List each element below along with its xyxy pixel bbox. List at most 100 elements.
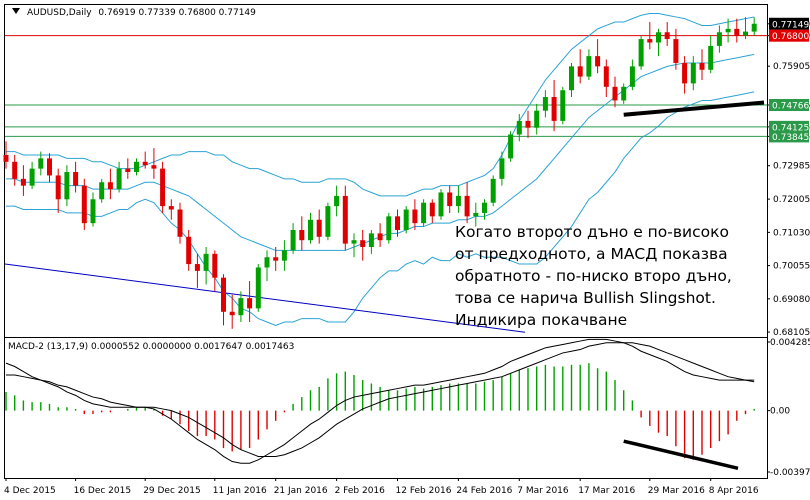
- price-tick-label: 0.75905: [773, 62, 810, 72]
- annotation-line-4: това се нарича Bullish Slingshot.: [455, 289, 716, 307]
- candle-body: [455, 195, 461, 207]
- candle: [308, 212, 313, 244]
- candle: [664, 22, 670, 46]
- candle-body: [142, 161, 148, 166]
- price-tick-label: 0.68105: [773, 328, 810, 338]
- date-tick-label: 16 Dec 2015: [74, 486, 132, 496]
- date-tick-label: 29 Dec 2015: [143, 486, 201, 496]
- candle-body: [482, 202, 487, 213]
- candle: [490, 175, 496, 207]
- price-tag-red: 0.76800: [769, 29, 809, 42]
- macd-tick-label: 0.00: [770, 407, 790, 417]
- price-tick-label: 0.72985: [773, 162, 810, 172]
- candle-body: [360, 240, 366, 248]
- price-tag-box: [769, 99, 809, 112]
- price-tag-last: 0.77149: [769, 17, 809, 30]
- candle-body: [221, 277, 226, 312]
- candle: [438, 189, 444, 220]
- candle: [325, 202, 331, 241]
- candle-body: [743, 31, 748, 36]
- price-tag-label: 0.77149: [772, 20, 809, 30]
- candle: [516, 114, 522, 142]
- header-triangle-icon: [12, 8, 20, 14]
- macd-pane: [5, 338, 755, 471]
- price-tag-box: [769, 17, 809, 30]
- price-tag-box: [769, 130, 809, 143]
- candle-body: [290, 229, 296, 251]
- candle: [629, 59, 635, 91]
- candle: [482, 199, 487, 220]
- candle: [595, 39, 601, 74]
- candle-body: [47, 158, 52, 176]
- candle-body: [664, 32, 670, 40]
- candle-body: [682, 62, 688, 84]
- candle-body: [247, 298, 253, 309]
- candle: [116, 161, 122, 193]
- candle: [534, 103, 540, 135]
- candle: [107, 168, 113, 200]
- candle-body: [699, 62, 705, 70]
- candle-body: [708, 45, 714, 70]
- date-tick-label: 12 Feb 2016: [396, 486, 452, 496]
- candle-body: [490, 178, 496, 203]
- candle-body: [273, 257, 279, 261]
- candle-body: [281, 250, 287, 261]
- header-ohlc: AUDUSD,Daily 0.76919 0.77339 0.76800 0.7…: [27, 8, 256, 18]
- candle: [73, 161, 79, 193]
- candle: [447, 185, 453, 213]
- candle: [656, 28, 661, 57]
- candle-body: [586, 56, 592, 77]
- candle: [464, 182, 470, 224]
- candle-body: [751, 23, 757, 32]
- candle-body: [377, 233, 383, 241]
- candle: [603, 59, 609, 98]
- candle-body: [107, 182, 113, 190]
- candle: [151, 148, 157, 179]
- price-tag-label: 0.74125: [772, 123, 809, 133]
- candle: [247, 281, 253, 323]
- candle-body: [725, 28, 731, 33]
- price-tick-label: 0.69080: [773, 295, 810, 305]
- candle-body: [308, 219, 313, 241]
- annotation-line-5: Индикира покачване: [455, 311, 627, 329]
- candle-body: [151, 165, 157, 169]
- candle-body: [516, 120, 522, 135]
- candle-body: [99, 182, 105, 200]
- candle-body: [334, 195, 340, 207]
- candle: [99, 178, 105, 203]
- candle-body: [569, 66, 574, 91]
- candle-body: [473, 212, 479, 217]
- candle-body: [264, 257, 270, 268]
- candle: [725, 18, 731, 43]
- candle-body: [368, 233, 374, 248]
- candle-body: [90, 199, 96, 224]
- macd-main-line: [5, 338, 755, 464]
- diagonal-trendline: [4, 263, 526, 333]
- candle-body: [116, 168, 122, 190]
- candle-body: [386, 216, 392, 241]
- candle-body: [638, 39, 644, 67]
- candle-body: [325, 206, 331, 237]
- candle: [751, 17, 757, 36]
- price-tick-label: 0.70055: [773, 262, 810, 272]
- date-tick-label: 4 Dec 2015: [4, 486, 56, 496]
- candle: [716, 25, 722, 53]
- candle-body: [20, 178, 26, 186]
- candle: [395, 209, 400, 237]
- candle-body: [125, 168, 131, 173]
- candle-body: [577, 66, 583, 77]
- date-tick-label: 17 Mar 2016: [578, 486, 635, 496]
- candle: [638, 35, 644, 70]
- candle-body: [229, 311, 235, 316]
- macd-tick-label: 0.004285: [770, 338, 810, 348]
- macd-axis: 0.004285 0.00 -0.003975: [767, 338, 810, 478]
- price-tag-green: 0.73845: [769, 130, 809, 143]
- candle: [194, 253, 200, 288]
- bollinger-upper-line: [6, 13, 755, 197]
- candle: [577, 49, 583, 84]
- candle: [421, 199, 427, 227]
- candle-body: [629, 66, 635, 87]
- candle: [134, 158, 139, 176]
- candle: [560, 86, 566, 125]
- candle-body: [534, 110, 540, 128]
